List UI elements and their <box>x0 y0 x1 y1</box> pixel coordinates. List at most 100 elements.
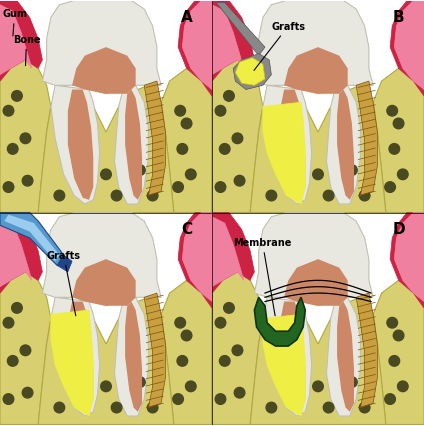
Polygon shape <box>284 259 348 306</box>
Circle shape <box>181 119 192 130</box>
Circle shape <box>215 106 226 117</box>
Polygon shape <box>72 259 136 306</box>
Polygon shape <box>0 213 42 294</box>
Circle shape <box>175 106 186 117</box>
Circle shape <box>234 176 245 187</box>
Polygon shape <box>0 6 32 75</box>
Polygon shape <box>280 302 305 412</box>
Polygon shape <box>263 298 312 416</box>
Polygon shape <box>235 59 265 86</box>
Polygon shape <box>144 82 165 196</box>
Polygon shape <box>263 86 312 204</box>
Circle shape <box>177 144 187 155</box>
Circle shape <box>101 170 111 180</box>
Circle shape <box>312 381 323 392</box>
Circle shape <box>215 318 226 328</box>
Polygon shape <box>250 86 386 213</box>
Circle shape <box>11 92 22 102</box>
Polygon shape <box>212 61 263 213</box>
Polygon shape <box>326 86 360 204</box>
Circle shape <box>177 356 187 366</box>
Circle shape <box>135 377 145 388</box>
Circle shape <box>234 388 245 398</box>
Circle shape <box>20 345 31 356</box>
Circle shape <box>393 119 404 130</box>
Polygon shape <box>212 213 254 294</box>
Circle shape <box>54 402 65 413</box>
Polygon shape <box>0 272 51 424</box>
Text: B: B <box>393 10 404 25</box>
Polygon shape <box>51 86 100 204</box>
Polygon shape <box>57 255 72 272</box>
Circle shape <box>387 318 398 328</box>
Polygon shape <box>212 272 263 424</box>
Polygon shape <box>356 294 377 408</box>
Polygon shape <box>212 6 244 75</box>
Polygon shape <box>144 294 165 408</box>
Circle shape <box>186 170 196 180</box>
Circle shape <box>3 182 14 193</box>
Circle shape <box>54 191 65 201</box>
Polygon shape <box>337 90 354 200</box>
Circle shape <box>359 191 370 201</box>
Polygon shape <box>0 2 42 82</box>
Circle shape <box>387 106 398 117</box>
Text: Grafts: Grafts <box>47 250 81 316</box>
Circle shape <box>389 356 399 366</box>
Circle shape <box>22 176 33 187</box>
Polygon shape <box>254 213 373 306</box>
Circle shape <box>3 106 14 117</box>
Polygon shape <box>182 213 212 302</box>
Text: C: C <box>181 222 192 236</box>
Circle shape <box>3 318 14 328</box>
Polygon shape <box>0 61 51 213</box>
Polygon shape <box>161 69 212 213</box>
Polygon shape <box>263 103 305 204</box>
Circle shape <box>389 144 399 155</box>
Circle shape <box>215 394 226 404</box>
Circle shape <box>224 92 234 102</box>
Polygon shape <box>250 298 386 424</box>
Circle shape <box>385 182 395 193</box>
Circle shape <box>323 402 334 413</box>
Circle shape <box>397 381 408 392</box>
Circle shape <box>220 356 230 366</box>
Polygon shape <box>51 310 93 416</box>
Circle shape <box>3 394 14 404</box>
Circle shape <box>232 345 243 356</box>
Circle shape <box>347 377 357 388</box>
Polygon shape <box>394 213 424 302</box>
Text: D: D <box>392 222 405 236</box>
Polygon shape <box>373 69 424 213</box>
Circle shape <box>312 170 323 180</box>
Text: A: A <box>181 10 192 25</box>
Circle shape <box>393 331 404 341</box>
Polygon shape <box>337 302 354 412</box>
Circle shape <box>215 182 226 193</box>
Polygon shape <box>326 298 360 416</box>
Circle shape <box>22 388 33 398</box>
Polygon shape <box>178 213 212 308</box>
Circle shape <box>20 134 31 144</box>
Polygon shape <box>68 302 93 412</box>
Polygon shape <box>233 55 271 90</box>
Polygon shape <box>284 48 348 95</box>
Polygon shape <box>212 217 244 287</box>
Polygon shape <box>161 281 212 424</box>
Circle shape <box>266 402 277 413</box>
Polygon shape <box>0 217 32 287</box>
Circle shape <box>224 303 234 314</box>
Polygon shape <box>390 213 424 308</box>
Circle shape <box>175 318 186 328</box>
Polygon shape <box>390 2 424 97</box>
Polygon shape <box>0 213 64 266</box>
Circle shape <box>220 144 230 155</box>
Polygon shape <box>280 90 305 200</box>
Polygon shape <box>114 298 148 416</box>
Circle shape <box>232 134 243 144</box>
Text: Gum: Gum <box>2 9 27 37</box>
Circle shape <box>135 165 145 176</box>
Circle shape <box>147 402 158 413</box>
Polygon shape <box>38 86 174 213</box>
Polygon shape <box>373 281 424 424</box>
